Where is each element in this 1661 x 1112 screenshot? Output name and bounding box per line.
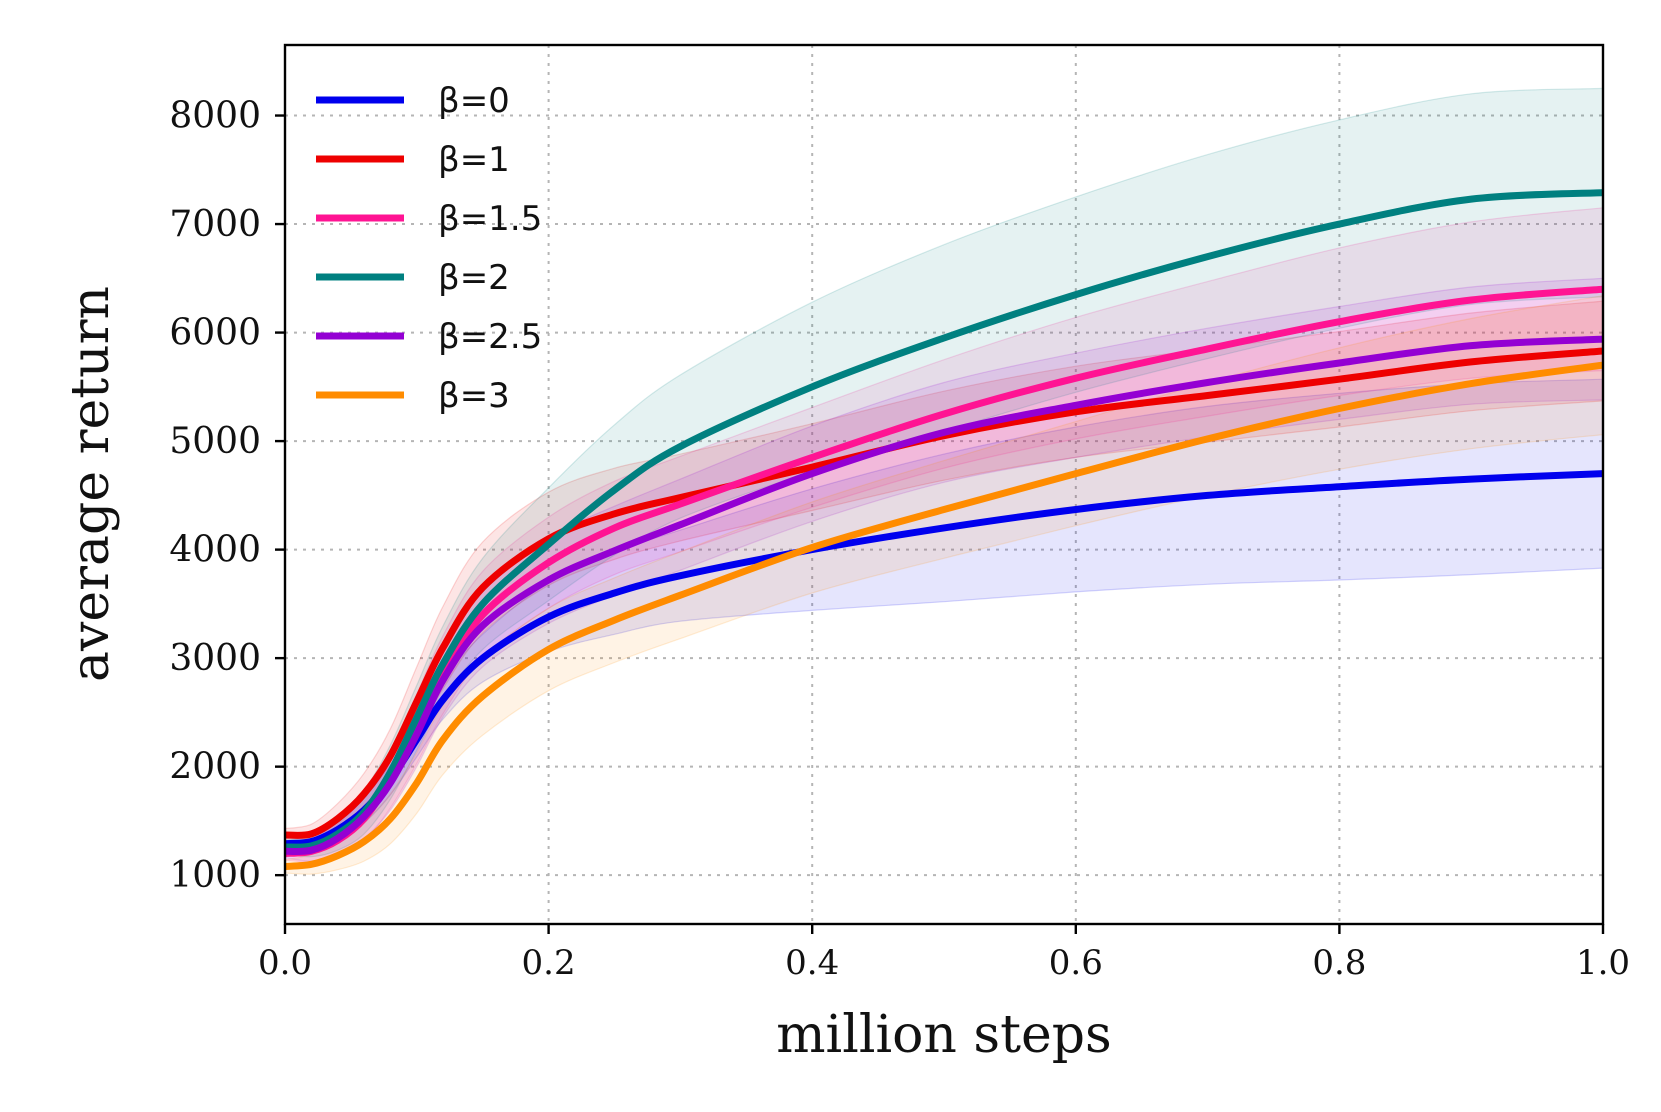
x-tick-label: 0.8 xyxy=(1312,943,1366,983)
x-tick-label: 1.0 xyxy=(1576,943,1630,983)
y-tick-label: 8000 xyxy=(169,96,261,137)
y-tick-label: 2000 xyxy=(169,747,261,788)
y-tick-label: 3000 xyxy=(169,638,261,679)
legend: β=0 β=1 β=1.5 β=2 β=2.5 β=3 xyxy=(316,81,542,416)
plot-frame xyxy=(283,43,1605,926)
legend-label-beta-2-5: β=2.5 xyxy=(438,317,542,357)
series-line-beta-3 xyxy=(285,361,1603,870)
series-line-beta-2-5 xyxy=(285,335,1603,855)
x-tick-label: 0.2 xyxy=(522,943,576,983)
y-axis-title: average return xyxy=(61,286,121,682)
y-tick-label: 5000 xyxy=(169,421,261,462)
band-beta-2 xyxy=(285,87,1603,858)
legend-label-beta-0: β=0 xyxy=(438,81,510,121)
y-tick-label: 1000 xyxy=(169,855,261,896)
legend-label-beta-1: β=1 xyxy=(438,140,510,180)
x-tick-label: 0.6 xyxy=(1049,943,1103,983)
series-line-beta-2 xyxy=(285,189,1603,851)
ticks-layer: 0.0 0.2 0.4 0.6 0.8 1.0 1000 2000 3000 4000 5000 60… xyxy=(169,96,1630,983)
y-tick-label: 7000 xyxy=(169,204,261,245)
x-tick-label: 0.0 xyxy=(258,943,312,983)
band-beta-0 xyxy=(285,378,1603,852)
grid-layer xyxy=(285,45,1603,924)
legend-label-beta-1-5: β=1.5 xyxy=(438,199,542,239)
y-tick-label: 6000 xyxy=(169,313,261,354)
y-tick-label: 4000 xyxy=(169,530,261,571)
series-line-beta-1 xyxy=(285,347,1603,839)
x-tick-label: 0.4 xyxy=(785,943,839,983)
legend-label-beta-2: β=2 xyxy=(438,258,510,298)
x-axis-title: million steps xyxy=(776,1005,1112,1065)
legend-label-beta-3: β=3 xyxy=(438,376,510,416)
band-beta-1 xyxy=(285,300,1603,845)
lines-layer xyxy=(285,189,1603,870)
